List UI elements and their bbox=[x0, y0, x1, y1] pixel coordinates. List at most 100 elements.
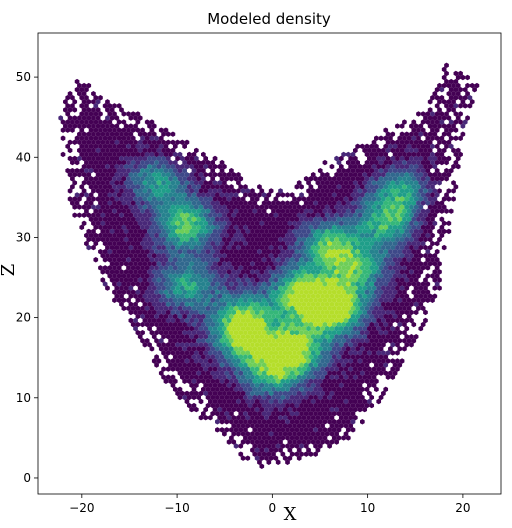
hexbin-cell bbox=[364, 354, 370, 360]
hexbin-cell bbox=[324, 431, 330, 437]
hexbin-cell bbox=[378, 159, 384, 166]
hexbin-cell bbox=[191, 386, 197, 393]
hexbin-cell bbox=[79, 111, 85, 117]
hexbin-cell bbox=[257, 338, 262, 344]
hexbin-cell bbox=[427, 293, 433, 299]
hexbin-cell bbox=[439, 232, 445, 239]
hexbin-cell bbox=[324, 406, 330, 413]
hexbin-cell bbox=[247, 394, 253, 401]
hexbin-cell bbox=[355, 402, 360, 409]
hexbin-cell bbox=[308, 240, 314, 247]
hexbin-cell bbox=[224, 265, 230, 271]
hexbin-cell bbox=[299, 378, 304, 384]
hexbin-cell bbox=[250, 342, 255, 348]
hexbin-cell bbox=[130, 232, 136, 239]
hexbin-cell bbox=[285, 394, 290, 401]
hexbin-cell bbox=[285, 232, 290, 239]
hexbin-cell bbox=[427, 163, 433, 170]
hexbin-cell bbox=[317, 273, 323, 279]
hexbin-cell bbox=[322, 192, 328, 198]
hexbin-cell bbox=[259, 406, 265, 413]
hexbin-cell bbox=[413, 180, 419, 186]
hexbin-cell bbox=[331, 240, 337, 247]
hexbin-cell bbox=[296, 334, 302, 340]
hexbin-cell bbox=[116, 248, 122, 255]
hexbin-cell bbox=[329, 220, 335, 226]
hexbin-cell bbox=[299, 394, 304, 401]
hexbin-cell bbox=[282, 317, 288, 324]
hexbin-cell bbox=[378, 135, 384, 141]
hexbin-cell bbox=[126, 192, 131, 198]
hexbin-cell bbox=[98, 232, 103, 239]
hexbin-cell bbox=[369, 257, 375, 263]
hexbin-cell bbox=[338, 180, 344, 186]
hexbin-cell bbox=[144, 273, 150, 279]
hexbin-cell bbox=[322, 159, 328, 166]
hexbin-cell bbox=[212, 228, 218, 235]
hexbin-cell bbox=[268, 212, 274, 218]
hexbin-cell bbox=[308, 313, 314, 320]
hexbin-cell bbox=[133, 139, 138, 145]
hexbin-cell bbox=[93, 95, 99, 101]
hexbin-cell bbox=[411, 192, 417, 198]
hexbin-cell bbox=[306, 350, 311, 356]
hexbin-cell bbox=[240, 188, 246, 194]
hexbin-cell bbox=[322, 354, 328, 360]
hexbin-cell bbox=[315, 180, 321, 186]
hexbin-cell bbox=[264, 236, 269, 243]
hexbin-cell bbox=[266, 305, 272, 312]
hexbin-cell bbox=[416, 208, 421, 214]
hexbin-cell bbox=[313, 240, 318, 247]
hexbin-cell bbox=[60, 119, 66, 125]
hexbin-cell bbox=[93, 127, 99, 133]
hexbin-cell bbox=[102, 176, 108, 182]
hexbin-cell bbox=[338, 358, 344, 364]
hexbin-cell bbox=[121, 289, 127, 295]
hexbin-cell bbox=[341, 419, 346, 425]
hexbin-cell bbox=[336, 265, 342, 271]
hexbin-cell bbox=[126, 240, 131, 247]
hexbin-cell bbox=[317, 427, 323, 433]
hexbin-cell bbox=[392, 313, 398, 320]
hexbin-cell bbox=[303, 443, 309, 449]
hexbin-cell bbox=[313, 192, 318, 198]
hexbin-cell bbox=[168, 192, 173, 198]
hexbin-cell bbox=[362, 172, 368, 178]
hexbin-cell bbox=[105, 236, 110, 243]
hexbin-cell bbox=[306, 309, 311, 316]
hexbin-cell bbox=[172, 143, 178, 150]
hexbin-cell bbox=[240, 228, 246, 235]
hexbin-cell bbox=[329, 398, 335, 405]
hexbin-cell bbox=[402, 184, 407, 190]
hexbin-cell bbox=[430, 127, 435, 133]
hexbin-cell bbox=[126, 289, 131, 295]
hexbin-cell bbox=[238, 297, 244, 303]
hexbin-cell bbox=[334, 325, 339, 332]
hexbin-cell bbox=[271, 378, 276, 384]
hexbin-cell bbox=[413, 147, 419, 154]
hexbin-cell bbox=[147, 196, 152, 202]
hexbin-cell bbox=[215, 265, 220, 271]
hexbin-cell bbox=[303, 338, 309, 344]
hexbin-cell bbox=[229, 321, 234, 328]
hexbin-cell bbox=[465, 74, 470, 81]
hexbin-cell bbox=[191, 402, 197, 409]
hexbin-cell bbox=[114, 285, 120, 291]
hexbin-cell bbox=[273, 212, 279, 218]
hexbin-cell bbox=[425, 167, 431, 174]
hexbin-cell bbox=[348, 358, 353, 364]
hexbin-cell bbox=[203, 172, 209, 178]
hexbin-cell bbox=[91, 91, 96, 97]
hexbin-cell bbox=[434, 265, 440, 271]
hexbin-cell bbox=[182, 176, 187, 182]
hexbin-cell bbox=[352, 269, 358, 275]
hexbin-cell bbox=[289, 289, 295, 295]
hexbin-cell bbox=[140, 143, 145, 150]
hexbin-cell bbox=[86, 172, 92, 178]
hexbin-cell bbox=[416, 135, 421, 141]
hexbin-cell bbox=[63, 107, 68, 113]
hexbin-cell bbox=[142, 204, 148, 210]
hexbin-cell bbox=[362, 244, 368, 251]
hexbin-cell bbox=[268, 334, 274, 340]
hexbin-cell bbox=[137, 277, 143, 283]
